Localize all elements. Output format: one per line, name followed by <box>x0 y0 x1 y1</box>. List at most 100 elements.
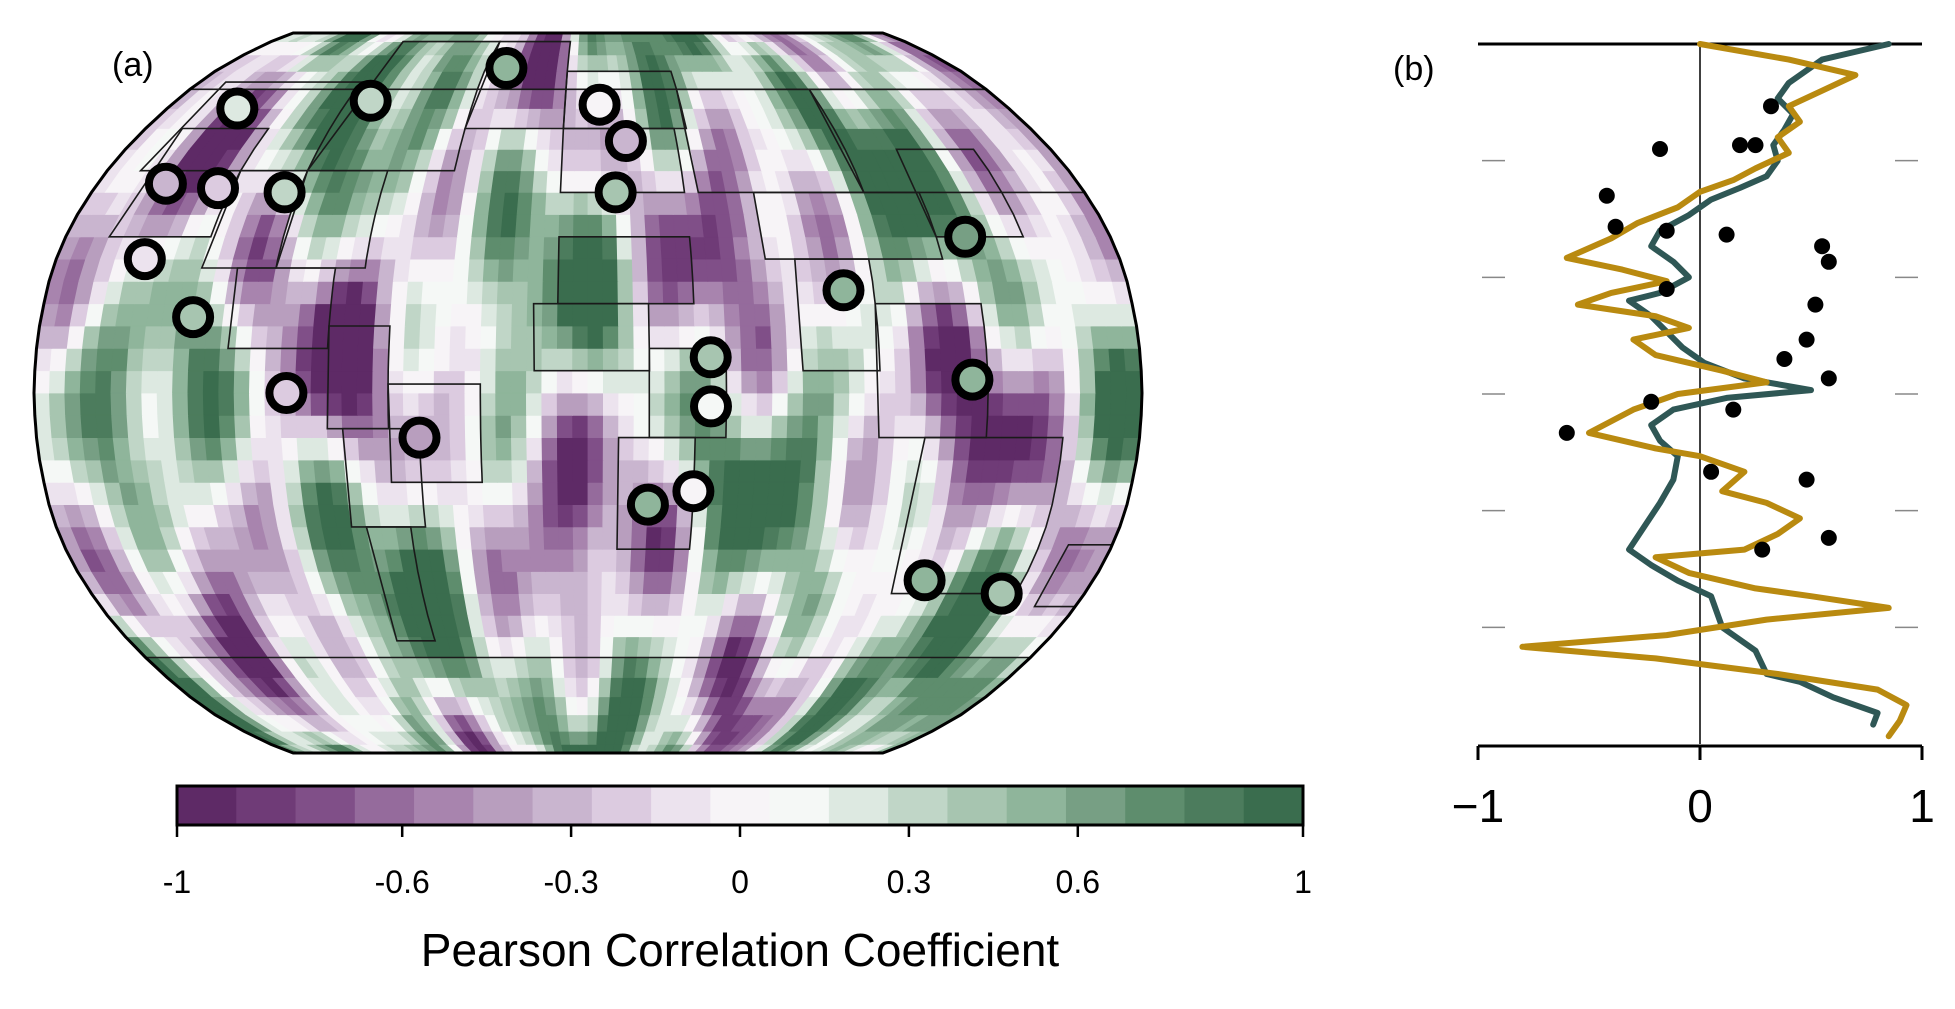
field-cell <box>464 392 481 416</box>
field-cell <box>909 414 927 439</box>
field-cell <box>633 347 650 372</box>
field-cell <box>690 258 709 282</box>
field-cell <box>614 593 630 616</box>
field-cell <box>556 325 574 349</box>
field-cell <box>479 414 497 439</box>
colorbar-swatch <box>591 786 652 825</box>
field-cell <box>375 481 394 506</box>
colorbar-swatch <box>710 786 771 825</box>
field-cell <box>658 214 676 238</box>
field-cell <box>735 504 754 528</box>
field-cell <box>672 548 690 572</box>
field-cell <box>300 280 319 305</box>
field-cell <box>467 504 486 528</box>
colorbar-swatch <box>828 786 889 825</box>
field-cell <box>674 236 692 260</box>
field-cell <box>626 614 642 638</box>
field-cell <box>786 347 804 372</box>
field-cell <box>587 526 604 550</box>
field-cell <box>480 325 498 349</box>
field-cell <box>542 504 559 528</box>
field-cell <box>889 303 909 327</box>
scatter-point <box>1725 401 1742 418</box>
field-cell <box>372 370 389 394</box>
field-cell <box>125 370 143 394</box>
region-marker <box>604 120 647 162</box>
field-cell <box>496 280 514 305</box>
field-cell <box>525 392 543 416</box>
field-cell <box>466 280 484 305</box>
field-cell <box>771 347 789 372</box>
field-cell <box>486 548 504 572</box>
field-cell <box>516 191 534 215</box>
field-cell <box>528 526 545 550</box>
field-cell <box>723 459 741 483</box>
field-cell <box>1093 347 1111 372</box>
field-cell <box>556 714 570 732</box>
field-cell <box>534 148 550 172</box>
field-cell <box>550 657 566 678</box>
field-cell <box>280 414 298 439</box>
field-cell <box>587 148 602 172</box>
field-cell <box>326 414 344 439</box>
scatter-point <box>1607 218 1624 235</box>
field-cell <box>267 459 287 483</box>
field-cell <box>674 526 692 550</box>
field-cell <box>556 370 573 394</box>
field-cell <box>737 280 755 305</box>
region-box <box>365 526 437 642</box>
field-cell <box>878 414 896 439</box>
field-cell <box>466 481 484 506</box>
field-cell <box>587 128 602 150</box>
field-cell <box>64 370 82 394</box>
field-cell <box>802 347 819 372</box>
field-cell <box>325 392 343 416</box>
field-cell <box>311 437 330 461</box>
field-cell <box>692 280 710 305</box>
colorbar-swatch <box>1006 786 1067 825</box>
field-cell <box>663 303 680 327</box>
field-cell <box>357 414 374 439</box>
field-cell <box>471 548 490 572</box>
field-cell <box>187 347 206 372</box>
field-cell <box>110 370 128 394</box>
field-cell <box>495 347 512 372</box>
region-marker <box>172 296 215 339</box>
field-cell <box>632 459 650 483</box>
field-cell <box>157 414 175 439</box>
field-cell <box>341 347 359 372</box>
region-box <box>227 267 337 350</box>
field-cell <box>892 437 911 461</box>
field-cell <box>97 325 117 349</box>
field-cell <box>689 526 707 550</box>
field-cell <box>587 258 604 282</box>
field-cell <box>770 325 788 349</box>
field-cell <box>374 459 392 483</box>
field-cell <box>111 347 129 372</box>
field-cell <box>602 504 619 528</box>
field-cell <box>465 325 482 349</box>
field-cell <box>587 41 599 56</box>
field-cell <box>498 526 516 550</box>
region-marker <box>951 358 994 401</box>
field-cell <box>831 325 849 349</box>
field-cell <box>833 392 851 416</box>
field-cell <box>374 303 392 327</box>
field-cell <box>800 437 819 461</box>
field-cell <box>421 280 439 305</box>
field-cell <box>526 414 543 439</box>
field-cell <box>600 593 617 616</box>
field-cell <box>878 347 896 372</box>
field-cell <box>630 214 647 238</box>
field-cell <box>768 303 787 327</box>
field-cell <box>910 370 928 394</box>
field-cell <box>752 280 770 305</box>
field-cell <box>203 347 221 372</box>
field-cell <box>955 414 973 439</box>
field-cell <box>359 303 377 327</box>
colorbar-swatch <box>236 786 297 825</box>
field-cell <box>479 347 497 372</box>
field-cell <box>707 280 725 305</box>
field-cell <box>632 280 649 305</box>
field-cell <box>528 236 545 260</box>
